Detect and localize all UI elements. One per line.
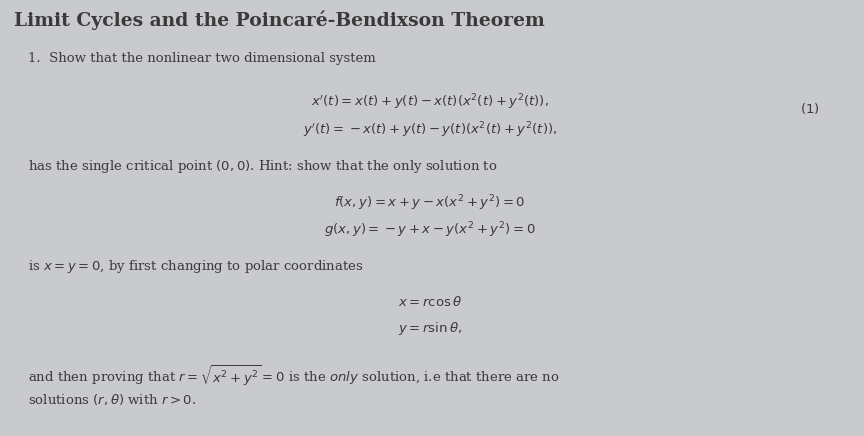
Text: $f(x, y) = x + y - x(x^2 + y^2) = 0$: $f(x, y) = x + y - x(x^2 + y^2) = 0$ (334, 193, 526, 213)
Text: 1.  Show that the nonlinear two dimensional system: 1. Show that the nonlinear two dimension… (28, 52, 376, 65)
Text: $x = r\cos\theta$: $x = r\cos\theta$ (398, 295, 462, 309)
Text: $(1)$: $(1)$ (800, 101, 820, 116)
Text: is $x = y = 0$, by first changing to polar coordinates: is $x = y = 0$, by first changing to pol… (28, 258, 364, 275)
Text: $x'(t) = x(t) + y(t) - x(t)(x^2(t) + y^2(t)),$: $x'(t) = x(t) + y(t) - x(t)(x^2(t) + y^2… (311, 92, 549, 112)
Text: $y'(t) = -x(t) + y(t) - y(t)(x^2(t) + y^2(t)),$: $y'(t) = -x(t) + y(t) - y(t)(x^2(t) + y^… (303, 120, 557, 140)
Text: $g(x, y) = -y + x - y(x^2 + y^2) = 0$: $g(x, y) = -y + x - y(x^2 + y^2) = 0$ (324, 220, 536, 240)
Text: $y = r\sin\theta,$: $y = r\sin\theta,$ (398, 320, 462, 337)
Text: solutions $(r, \theta)$ with $r > 0$.: solutions $(r, \theta)$ with $r > 0$. (28, 392, 196, 407)
Text: has the single critical point $(0, 0)$. Hint: show that the only solution to: has the single critical point $(0, 0)$. … (28, 158, 498, 175)
Text: Limit Cycles and the Poincaré-Bendixson Theorem: Limit Cycles and the Poincaré-Bendixson … (14, 10, 544, 30)
Text: and then proving that $r = \sqrt{x^2 + y^2} = 0$ is the $\mathit{only}$ solution: and then proving that $r = \sqrt{x^2 + y… (28, 364, 560, 388)
